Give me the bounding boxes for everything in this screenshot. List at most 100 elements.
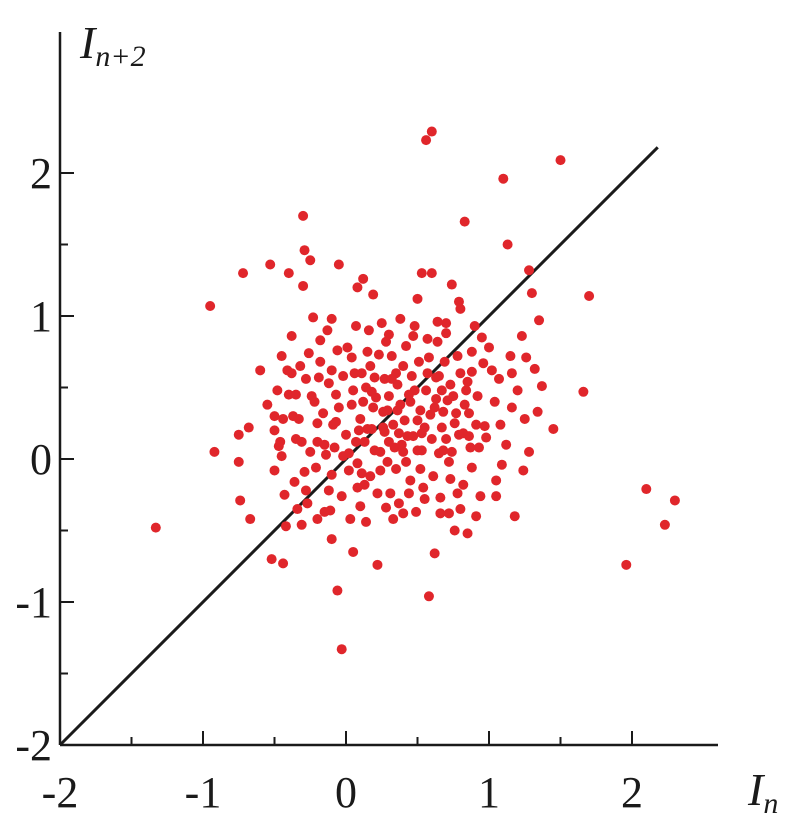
- data-point: [356, 468, 367, 479]
- data-point: [441, 318, 452, 329]
- data-point: [305, 446, 316, 457]
- y-tick-label: 0: [30, 435, 52, 484]
- data-point: [445, 474, 456, 485]
- data-point: [305, 255, 316, 266]
- data-point: [352, 458, 363, 469]
- data-point: [446, 279, 457, 290]
- data-point: [403, 488, 414, 499]
- data-point: [438, 406, 449, 417]
- data-point: [368, 289, 379, 300]
- data-point: [312, 436, 323, 447]
- data-point: [243, 422, 254, 433]
- data-point: [386, 373, 397, 384]
- x-axis-title-subscript: n: [763, 787, 778, 820]
- data-point: [466, 462, 477, 473]
- data-point: [341, 429, 351, 440]
- data-point: [428, 471, 439, 482]
- data-point: [343, 465, 354, 476]
- data-point: [262, 399, 273, 410]
- data-point: [416, 268, 427, 279]
- data-point: [441, 328, 452, 339]
- data-point: [349, 368, 360, 379]
- data-point: [361, 516, 372, 527]
- data-point: [469, 321, 480, 332]
- data-point: [398, 508, 409, 519]
- data-point: [435, 492, 446, 503]
- data-point: [345, 514, 356, 525]
- data-point: [521, 352, 532, 363]
- data-point: [486, 365, 497, 376]
- data-point: [502, 239, 513, 250]
- tick-marks: [59, 172, 633, 746]
- data-point: [365, 471, 376, 482]
- data-point: [278, 413, 289, 424]
- reference-line-layer: [58, 146, 659, 747]
- data-point: [471, 419, 482, 430]
- data-point: [325, 505, 336, 516]
- data-point: [509, 511, 520, 522]
- data-point: [293, 413, 304, 424]
- data-point: [233, 429, 244, 440]
- data-point: [453, 429, 464, 440]
- data-point: [491, 475, 502, 486]
- data-point: [466, 366, 477, 377]
- data-point: [328, 419, 339, 430]
- data-point: [461, 385, 472, 396]
- data-point: [300, 373, 311, 384]
- data-point: [431, 393, 442, 404]
- data-point: [351, 321, 362, 332]
- data-point: [409, 321, 420, 332]
- data-point: [286, 331, 297, 342]
- data-point: [501, 439, 512, 450]
- data-point: [298, 210, 309, 221]
- data-point: [315, 356, 326, 367]
- data-point: [296, 436, 307, 447]
- data-point: [452, 351, 463, 362]
- x-tick-label: -2: [42, 768, 79, 817]
- data-point: [418, 482, 429, 493]
- y-tick-label: -2: [15, 721, 52, 770]
- data-point: [416, 445, 427, 456]
- data-point: [524, 446, 535, 457]
- data-point: [245, 514, 256, 525]
- data-point: [445, 379, 456, 390]
- data-point: [269, 465, 280, 476]
- data-point: [372, 488, 383, 499]
- data-point: [446, 446, 457, 457]
- data-point: [426, 433, 437, 444]
- data-point: [368, 402, 379, 413]
- data-point: [578, 386, 589, 397]
- data-point: [359, 436, 370, 447]
- y-tick-label: 2: [30, 149, 52, 198]
- data-point: [275, 436, 286, 447]
- data-point: [269, 411, 280, 422]
- data-point: [282, 365, 293, 376]
- data-point: [352, 282, 363, 293]
- data-point: [358, 396, 369, 407]
- data-point: [312, 514, 323, 525]
- data-point: [322, 325, 333, 336]
- data-point: [411, 506, 422, 517]
- data-point: [478, 358, 489, 369]
- data-point: [366, 423, 377, 434]
- data-point: [496, 459, 507, 470]
- data-point: [310, 462, 321, 473]
- data-point: [303, 348, 314, 359]
- data-points: [150, 126, 680, 655]
- data-point: [388, 419, 399, 430]
- data-point: [532, 406, 543, 417]
- data-point: [323, 378, 334, 389]
- data-point: [471, 511, 482, 522]
- data-point: [463, 431, 474, 442]
- data-point: [452, 488, 463, 499]
- data-point: [353, 425, 364, 436]
- x-tick-label: 2: [621, 768, 643, 817]
- data-point: [466, 346, 477, 357]
- data-point: [383, 391, 394, 402]
- data-point: [439, 356, 450, 367]
- data-point: [373, 349, 384, 360]
- data-point: [296, 519, 307, 530]
- data-point: [292, 504, 303, 515]
- data-point: [413, 356, 424, 367]
- data-point: [459, 216, 470, 227]
